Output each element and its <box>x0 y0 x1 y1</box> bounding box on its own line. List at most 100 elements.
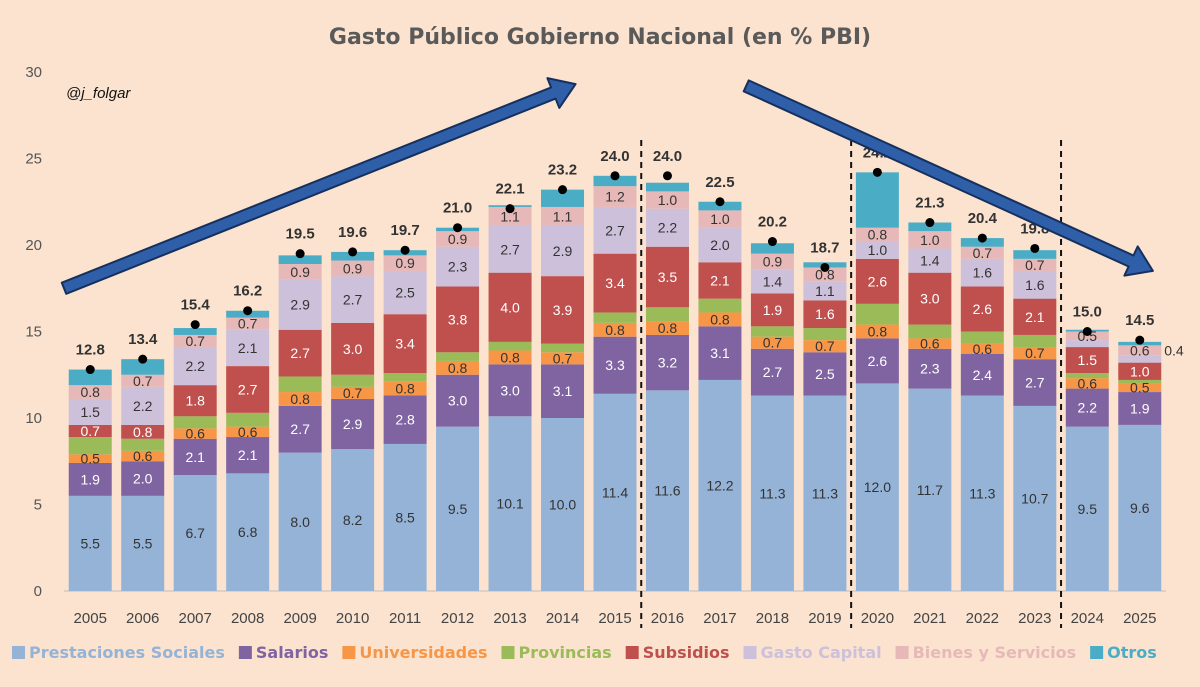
bar-segment <box>331 260 375 277</box>
total-label: 22.5 <box>705 174 734 191</box>
bar-segment <box>226 366 270 413</box>
segment-label: 0.8 <box>500 349 520 365</box>
segment-label: 1.5 <box>1078 352 1098 368</box>
segment-label: 1.0 <box>710 211 730 227</box>
segment-label: 11.3 <box>759 485 785 501</box>
total-label: 15.0 <box>1073 304 1102 321</box>
segment-label: 11.4 <box>602 484 628 500</box>
bar-segment <box>908 348 952 389</box>
bar-segment <box>645 334 689 391</box>
segment-label: 0.9 <box>448 231 468 247</box>
total-marker <box>190 320 200 330</box>
total-marker <box>85 365 95 375</box>
segment-label: 2.8 <box>395 412 415 428</box>
legend: Prestaciones Sociales Salarios Universidad… <box>12 643 1157 662</box>
segment-label: 0.6 <box>185 426 205 442</box>
bar-segment <box>960 395 1004 591</box>
segment-label: 2.6 <box>973 301 993 317</box>
total-label: 13.4 <box>128 331 158 348</box>
bar-segment <box>698 379 742 591</box>
bar-segment <box>173 475 217 591</box>
bar-segment <box>436 352 480 361</box>
bar-segment <box>645 182 689 192</box>
bar-segment <box>1065 347 1109 374</box>
bar-segment <box>278 279 322 330</box>
bar-segment <box>698 210 742 228</box>
bar-segment <box>436 246 480 287</box>
legend-swatch <box>1090 646 1104 659</box>
bar-segment <box>855 241 899 259</box>
bar-segment <box>488 225 532 273</box>
segment-label: 1.0 <box>1130 363 1150 379</box>
segment-label: 3.4 <box>605 275 625 291</box>
total-label: 18.7 <box>810 239 839 256</box>
total-marker <box>1135 335 1145 345</box>
segment-label: 2.1 <box>238 340 258 356</box>
segment-label: 2.9 <box>343 416 363 432</box>
total-label: 14.5 <box>1125 312 1154 329</box>
segment-label: 3.1 <box>710 345 730 361</box>
bar-segment <box>855 383 899 591</box>
bar-segment <box>960 353 1004 396</box>
bar-segment <box>855 324 899 339</box>
segment-label: 2.7 <box>343 291 363 307</box>
bar-segment <box>750 269 794 294</box>
segment-label: 2.2 <box>185 358 205 374</box>
bar-segment <box>750 336 794 349</box>
bar-segment <box>68 369 112 386</box>
x-tick-label: 2024 <box>1071 610 1104 627</box>
total-label: 19.7 <box>390 222 419 239</box>
x-tick-label: 2006 <box>126 610 159 627</box>
bar-segment <box>68 398 112 425</box>
segment-label: 1.6 <box>1025 277 1045 293</box>
bar-segment <box>436 360 480 375</box>
total-label: 21.3 <box>915 195 944 212</box>
legend-label: Salarios <box>256 643 329 662</box>
segment-label: 5.5 <box>81 535 101 551</box>
segment-label: 2.6 <box>868 273 888 289</box>
segment-label: 2.9 <box>290 297 310 313</box>
total-marker <box>872 167 882 177</box>
segment-label: 2.7 <box>605 222 625 238</box>
bar-segment <box>68 437 112 455</box>
bar-segment <box>855 258 899 304</box>
bar-segment <box>1118 355 1162 363</box>
bar-segment <box>331 398 375 450</box>
total-label: 21.0 <box>443 200 472 217</box>
bar-segment <box>1065 426 1109 591</box>
segment-label: 2.2 <box>658 220 678 236</box>
segment-label: 2.1 <box>185 449 205 465</box>
segment-label: 0.6 <box>920 336 940 352</box>
segment-label: 3.5 <box>658 269 678 285</box>
bar-segment <box>383 314 427 374</box>
total-label: 20.2 <box>758 214 787 231</box>
segment-label: 1.4 <box>920 253 940 269</box>
segment-label: 1.1 <box>815 283 835 299</box>
bar-segment <box>645 307 689 322</box>
segment-label: 0.5 <box>81 451 101 467</box>
total-labels: 12.8 13.4 15.4 16.2 19.5 19.6 19.7 21.0 22.1 23.2… <box>76 144 1154 375</box>
segment-label: 2.1 <box>238 447 258 463</box>
bar-segment <box>803 300 847 329</box>
legend-label: Universidades <box>359 643 487 662</box>
segment-label: 2.2 <box>133 398 153 414</box>
total-label: 15.4 <box>181 297 211 314</box>
legend-label: Otros <box>1107 643 1157 662</box>
segment-label: 0.6 <box>133 448 153 464</box>
bar-segment <box>121 438 165 451</box>
total-label: 16.2 <box>233 283 262 300</box>
segment-label: 6.8 <box>238 524 258 540</box>
segment-label: 8.0 <box>290 514 310 530</box>
bar-segment <box>68 462 112 496</box>
total-label: 22.1 <box>495 181 524 198</box>
segment-label: 10.7 <box>1021 490 1048 506</box>
segment-label: 0.7 <box>763 335 783 351</box>
bar-segment <box>803 352 847 396</box>
segment-label: 0.8 <box>395 381 415 397</box>
bar-segment <box>331 276 375 323</box>
x-tick-label: 2022 <box>966 610 999 627</box>
bar-segment <box>488 272 532 342</box>
bar-segment <box>278 376 322 393</box>
bar-segment <box>1118 345 1162 356</box>
x-tick-label: 2008 <box>231 610 264 627</box>
